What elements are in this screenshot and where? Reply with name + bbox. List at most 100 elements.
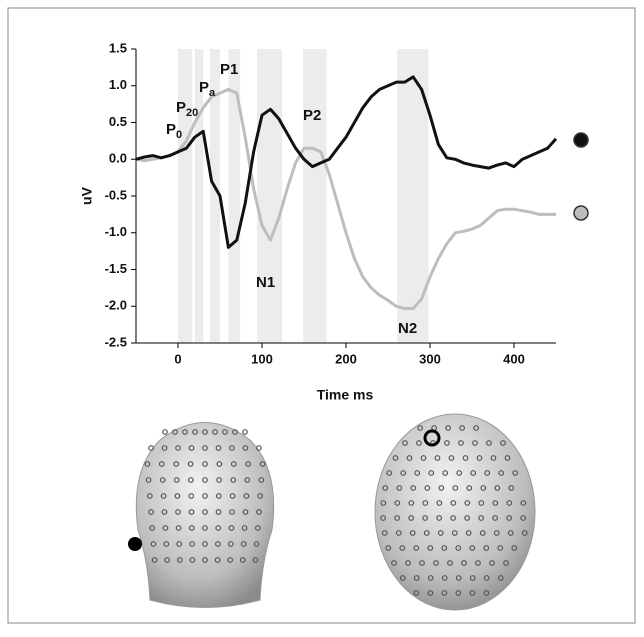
electrode bbox=[259, 461, 266, 467]
electrode bbox=[382, 485, 389, 491]
electrode bbox=[172, 429, 178, 435]
time-window bbox=[303, 49, 327, 343]
electrode bbox=[229, 493, 236, 499]
electrode bbox=[242, 509, 249, 515]
y-tick-label: 1.5 bbox=[109, 40, 127, 55]
electrode bbox=[493, 530, 500, 536]
peak-label-sub: 20 bbox=[186, 107, 198, 119]
peak-label: P1 bbox=[220, 61, 238, 78]
electrode bbox=[227, 557, 234, 563]
electrode bbox=[402, 440, 408, 446]
electrode bbox=[455, 575, 462, 581]
electrode-marker bbox=[128, 537, 142, 551]
electrode bbox=[451, 530, 458, 536]
electrode bbox=[414, 470, 421, 476]
electrode bbox=[458, 440, 464, 446]
electrode bbox=[447, 560, 453, 566]
electrode bbox=[230, 461, 237, 467]
electrode bbox=[145, 477, 152, 483]
electrode-marker bbox=[423, 429, 441, 447]
y-tick-label: -1.0 bbox=[105, 224, 127, 239]
electrode bbox=[450, 500, 457, 506]
electrode bbox=[408, 515, 415, 521]
electrode bbox=[174, 493, 181, 499]
electrode bbox=[410, 485, 417, 491]
electrode bbox=[188, 525, 195, 531]
electrode bbox=[470, 470, 477, 476]
series-line bbox=[135, 75, 558, 249]
electrode bbox=[222, 429, 228, 435]
electrode bbox=[448, 455, 455, 461]
electrode bbox=[492, 515, 499, 521]
electrode bbox=[490, 455, 497, 461]
electrode bbox=[385, 545, 392, 551]
electrode bbox=[386, 470, 393, 476]
series-line bbox=[135, 87, 556, 310]
electrode bbox=[229, 445, 235, 451]
electrode bbox=[189, 557, 196, 563]
electrode bbox=[380, 515, 387, 521]
electrode bbox=[483, 575, 490, 581]
electrode bbox=[399, 575, 406, 581]
electrode bbox=[478, 500, 485, 506]
electrode bbox=[508, 485, 515, 491]
electrode bbox=[258, 477, 265, 483]
peak-label-text: P bbox=[199, 79, 209, 96]
electrode bbox=[507, 530, 514, 536]
electrode bbox=[433, 560, 439, 566]
peak-label: Pa bbox=[199, 79, 216, 99]
y-tick-label: -2.5 bbox=[105, 334, 127, 349]
electrode bbox=[239, 557, 246, 563]
electrode bbox=[240, 541, 247, 547]
electrode bbox=[479, 530, 486, 536]
peak-label-sub: 0 bbox=[176, 129, 182, 141]
electrode bbox=[441, 575, 448, 581]
peak-label: N1 bbox=[256, 274, 275, 291]
electrode bbox=[478, 515, 485, 521]
electrode bbox=[511, 545, 518, 551]
electrode bbox=[158, 461, 165, 467]
electrode bbox=[466, 485, 473, 491]
y-tick-label: 0.0 bbox=[109, 151, 127, 166]
electrode bbox=[480, 485, 487, 491]
electrode bbox=[469, 575, 476, 581]
electrode bbox=[462, 455, 469, 461]
time-window bbox=[194, 49, 204, 343]
electrode bbox=[244, 477, 251, 483]
electrode bbox=[442, 470, 449, 476]
time-window bbox=[209, 49, 220, 343]
x-tick-label: 100 bbox=[251, 351, 273, 366]
electrode bbox=[405, 560, 411, 566]
peak-label: P2 bbox=[303, 107, 321, 124]
electrode bbox=[409, 530, 416, 536]
peak-label-text: N1 bbox=[256, 274, 275, 291]
electrode bbox=[214, 557, 221, 563]
electrode bbox=[150, 541, 157, 547]
electrode bbox=[512, 470, 519, 476]
electrode bbox=[173, 461, 180, 467]
electrode bbox=[202, 557, 208, 563]
x-tick-label: 400 bbox=[503, 351, 525, 366]
electrode bbox=[413, 545, 420, 551]
electrode bbox=[423, 530, 430, 536]
electrode bbox=[416, 440, 422, 446]
peak-label: P0 bbox=[166, 121, 182, 141]
electrode bbox=[162, 525, 169, 531]
electrode bbox=[148, 445, 155, 451]
electrode bbox=[475, 560, 481, 566]
peak-label-text: P bbox=[166, 121, 176, 138]
electrode bbox=[215, 493, 222, 499]
electrode bbox=[498, 470, 505, 476]
electrode bbox=[472, 440, 478, 446]
electrode bbox=[215, 525, 222, 531]
peak-label-sub: a bbox=[209, 87, 216, 99]
electrode bbox=[245, 461, 252, 467]
electrode bbox=[461, 560, 467, 566]
electrode bbox=[452, 485, 459, 491]
electrode bbox=[506, 515, 513, 521]
electrode bbox=[175, 509, 181, 515]
electrode bbox=[395, 530, 402, 536]
peak-label-text: P bbox=[176, 99, 186, 116]
electrode bbox=[396, 485, 403, 491]
y-tick-label: -1.5 bbox=[105, 261, 127, 276]
